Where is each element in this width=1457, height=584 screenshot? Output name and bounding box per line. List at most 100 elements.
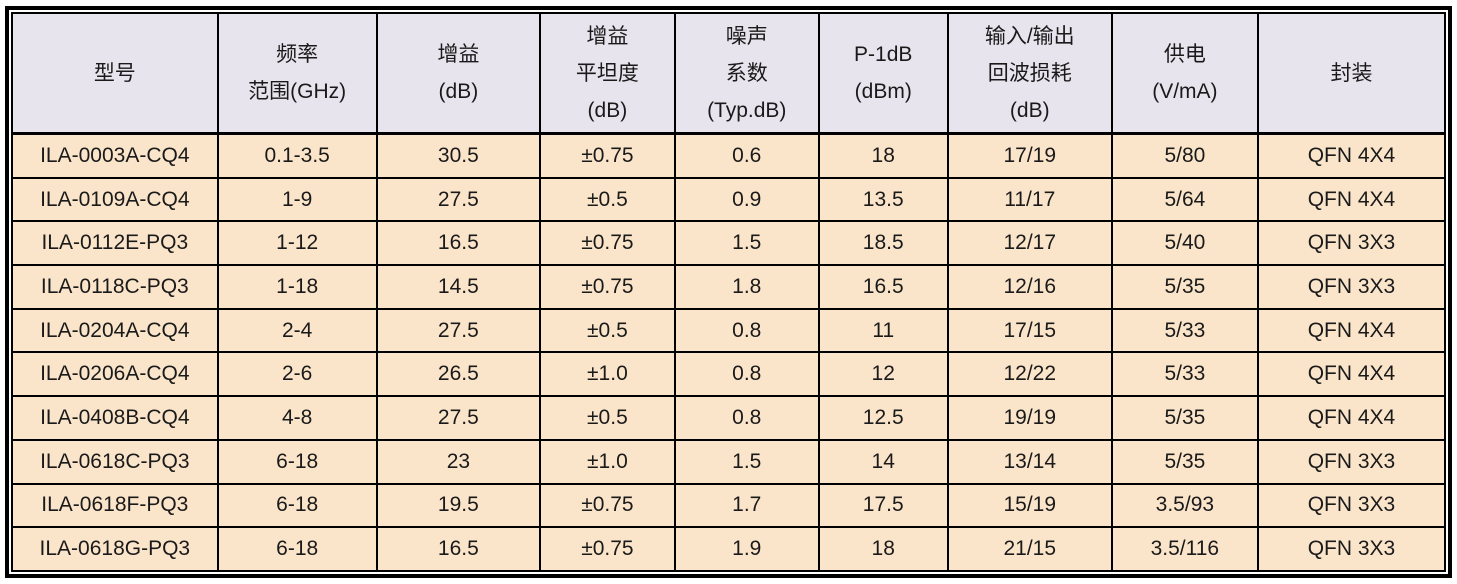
column-header-label: 增益 (dB) [379, 15, 538, 131]
table-row: ILA-0408B-CQ4 4-8 27.5 ±0.5 0.8 12.5 19/19 5/35… [11, 395, 1447, 441]
column-header-label: 增益 平坦度 (dB) [542, 15, 673, 131]
value-cell: 16.5 [375, 220, 542, 267]
value-cell: ±0.5 [539, 395, 676, 441]
value-cell: ±1.0 [539, 351, 676, 398]
amplifier-spec-table: 型号 频率 范围(GHz) 增益 (dB) 增益 平坦度 (dB) 噪声 系数 (Typ.dB) P-… [11, 12, 1447, 572]
value-cell: 18 [817, 526, 949, 572]
column-header: 增益 平坦度 (dB) [539, 12, 676, 135]
table-row: ILA-0618G-PQ3 6-18 16.5 ±0.75 1.9 18 21/15 3.5/… [11, 526, 1447, 572]
value-cell: 1.5 [673, 220, 820, 267]
value-cell: 11/17 [946, 176, 1113, 223]
column-header-label: 输入/输出 回波损耗 (dB) [950, 15, 1110, 131]
value-cell: 1.7 [673, 482, 820, 529]
value-cell: QFN 4X4 [1256, 132, 1447, 179]
column-header-line: 型号 [93, 61, 136, 85]
value-cell: 18.5 [817, 220, 949, 267]
table-row: ILA-0112E-PQ3 1-12 16.5 ±0.75 1.5 18.5 12/17 5/… [11, 220, 1447, 267]
column-header: 型号 [11, 12, 219, 135]
value-cell: 27.5 [375, 395, 542, 441]
table-row: ILA-0204A-CQ4 2-4 27.5 ±0.5 0.8 11 17/15 5/33 QF… [11, 307, 1447, 354]
column-header-line: 噪声 [725, 24, 768, 48]
value-cell: 12 [817, 351, 949, 398]
value-cell: 12.5 [817, 395, 949, 441]
column-header-line: 增益 [437, 43, 480, 66]
column-header-line: 回波损耗 [987, 61, 1072, 85]
model-cell: ILA-0112E-PQ3 [11, 220, 219, 267]
value-cell: 2-4 [216, 307, 378, 354]
value-cell: 6-18 [216, 526, 378, 572]
value-cell: 17/19 [946, 132, 1113, 179]
value-cell: 5/64 [1110, 176, 1259, 223]
column-header-line: 供电 [1163, 43, 1206, 66]
value-cell: 5/35 [1110, 438, 1259, 485]
column-header-line: P-1dB [854, 43, 913, 66]
value-cell: 14 [817, 438, 949, 485]
value-cell: 3.5/116 [1110, 526, 1259, 572]
value-cell: 0.8 [673, 307, 820, 354]
value-cell: QFN 3X3 [1256, 438, 1447, 485]
value-cell: QFN 4X4 [1256, 176, 1447, 223]
column-header-label: 频率范围(GHz) [220, 15, 375, 131]
column-header-line: 频率 [276, 43, 319, 66]
value-cell: 16.5 [817, 264, 949, 310]
value-cell: 5/33 [1110, 351, 1259, 398]
spec-table-frame: 型号 频率 范围(GHz) 增益 (dB) 增益 平坦度 (dB) 噪声 系数 (Typ.dB) P-… [5, 6, 1452, 578]
column-header-label: 噪声系数 (Typ.dB) [677, 15, 817, 131]
value-cell: 14.5 [375, 264, 542, 310]
column-header-line: 范围(GHz) [248, 80, 347, 103]
table-row: ILA-0118C-PQ3 1-18 14.5 ±0.75 1.8 16.5 12/16 5/… [11, 264, 1447, 310]
value-cell: 0.8 [673, 395, 820, 441]
value-cell: ±0.5 [539, 176, 676, 223]
column-header-line: (Typ.dB) [707, 98, 787, 122]
model-cell: ILA-0204A-CQ4 [11, 307, 219, 354]
column-header-label: P-1dB (dBm) [821, 15, 946, 131]
column-header-line: 增益 [586, 24, 629, 48]
value-cell: ±0.75 [539, 482, 676, 529]
value-cell: QFN 3X3 [1256, 264, 1447, 310]
value-cell: 11 [817, 307, 949, 354]
value-cell: 1.9 [673, 526, 820, 572]
value-cell: 13/14 [946, 438, 1113, 485]
table-row: ILA-0109A-CQ4 1-9 27.5 ±0.5 0.9 13.5 11/17 5/64… [11, 176, 1447, 223]
model-cell: ILA-0408B-CQ4 [11, 395, 219, 441]
table-row: ILA-0618F-PQ3 6-18 19.5 ±0.75 1.7 17.5 15/19 3.… [11, 482, 1447, 529]
value-cell: QFN 4X4 [1256, 395, 1447, 441]
column-header-line: 平坦度 [575, 61, 639, 85]
column-header: 封装 [1256, 12, 1447, 135]
column-header: 增益 (dB) [375, 12, 542, 135]
value-cell: 19/19 [946, 395, 1113, 441]
header-row: 型号 频率 范围(GHz) 增益 (dB) 增益 平坦度 (dB) 噪声 系数 (Typ.dB) P-… [11, 12, 1447, 135]
column-header-line: 系数 [725, 61, 768, 85]
column-header: 供电 (V/mA) [1110, 12, 1259, 135]
column-header-label: 供电 (V/mA) [1114, 15, 1256, 131]
value-cell: 5/35 [1110, 395, 1259, 441]
table-header: 型号 频率 范围(GHz) 增益 (dB) 增益 平坦度 (dB) 噪声 系数 (Typ.dB) P-… [11, 12, 1447, 135]
value-cell: ±0.75 [539, 264, 676, 310]
value-cell: 16.5 [375, 526, 542, 572]
value-cell: 1-9 [216, 176, 378, 223]
column-header: 输入/输出 回波损耗 (dB) [946, 12, 1113, 135]
value-cell: 4-8 [216, 395, 378, 441]
value-cell: 15/19 [946, 482, 1113, 529]
column-header-label: 封装 [1260, 15, 1443, 131]
column-header-line: 封装 [1330, 61, 1373, 85]
value-cell: 23 [375, 438, 542, 485]
value-cell: 6-18 [216, 482, 378, 529]
value-cell: 18 [817, 132, 949, 179]
value-cell: 0.1-3.5 [216, 132, 378, 179]
value-cell: QFN 3X3 [1256, 526, 1447, 572]
model-cell: ILA-0118C-PQ3 [11, 264, 219, 310]
value-cell: 5/35 [1110, 264, 1259, 310]
value-cell: 12/16 [946, 264, 1113, 310]
column-header: 噪声系数 (Typ.dB) [673, 12, 820, 135]
value-cell: 0.6 [673, 132, 820, 179]
table-body: ILA-0003A-CQ4 0.1-3.5 30.5 ±0.75 0.6 18 17/19 5… [11, 132, 1447, 572]
model-cell: ILA-0003A-CQ4 [11, 132, 219, 179]
column-header: P-1dB (dBm) [817, 12, 949, 135]
value-cell: 0.9 [673, 176, 820, 223]
value-cell: 27.5 [375, 176, 542, 223]
value-cell: 21/15 [946, 526, 1113, 572]
column-header-line: (dB) [438, 80, 479, 103]
value-cell: QFN 3X3 [1256, 220, 1447, 267]
